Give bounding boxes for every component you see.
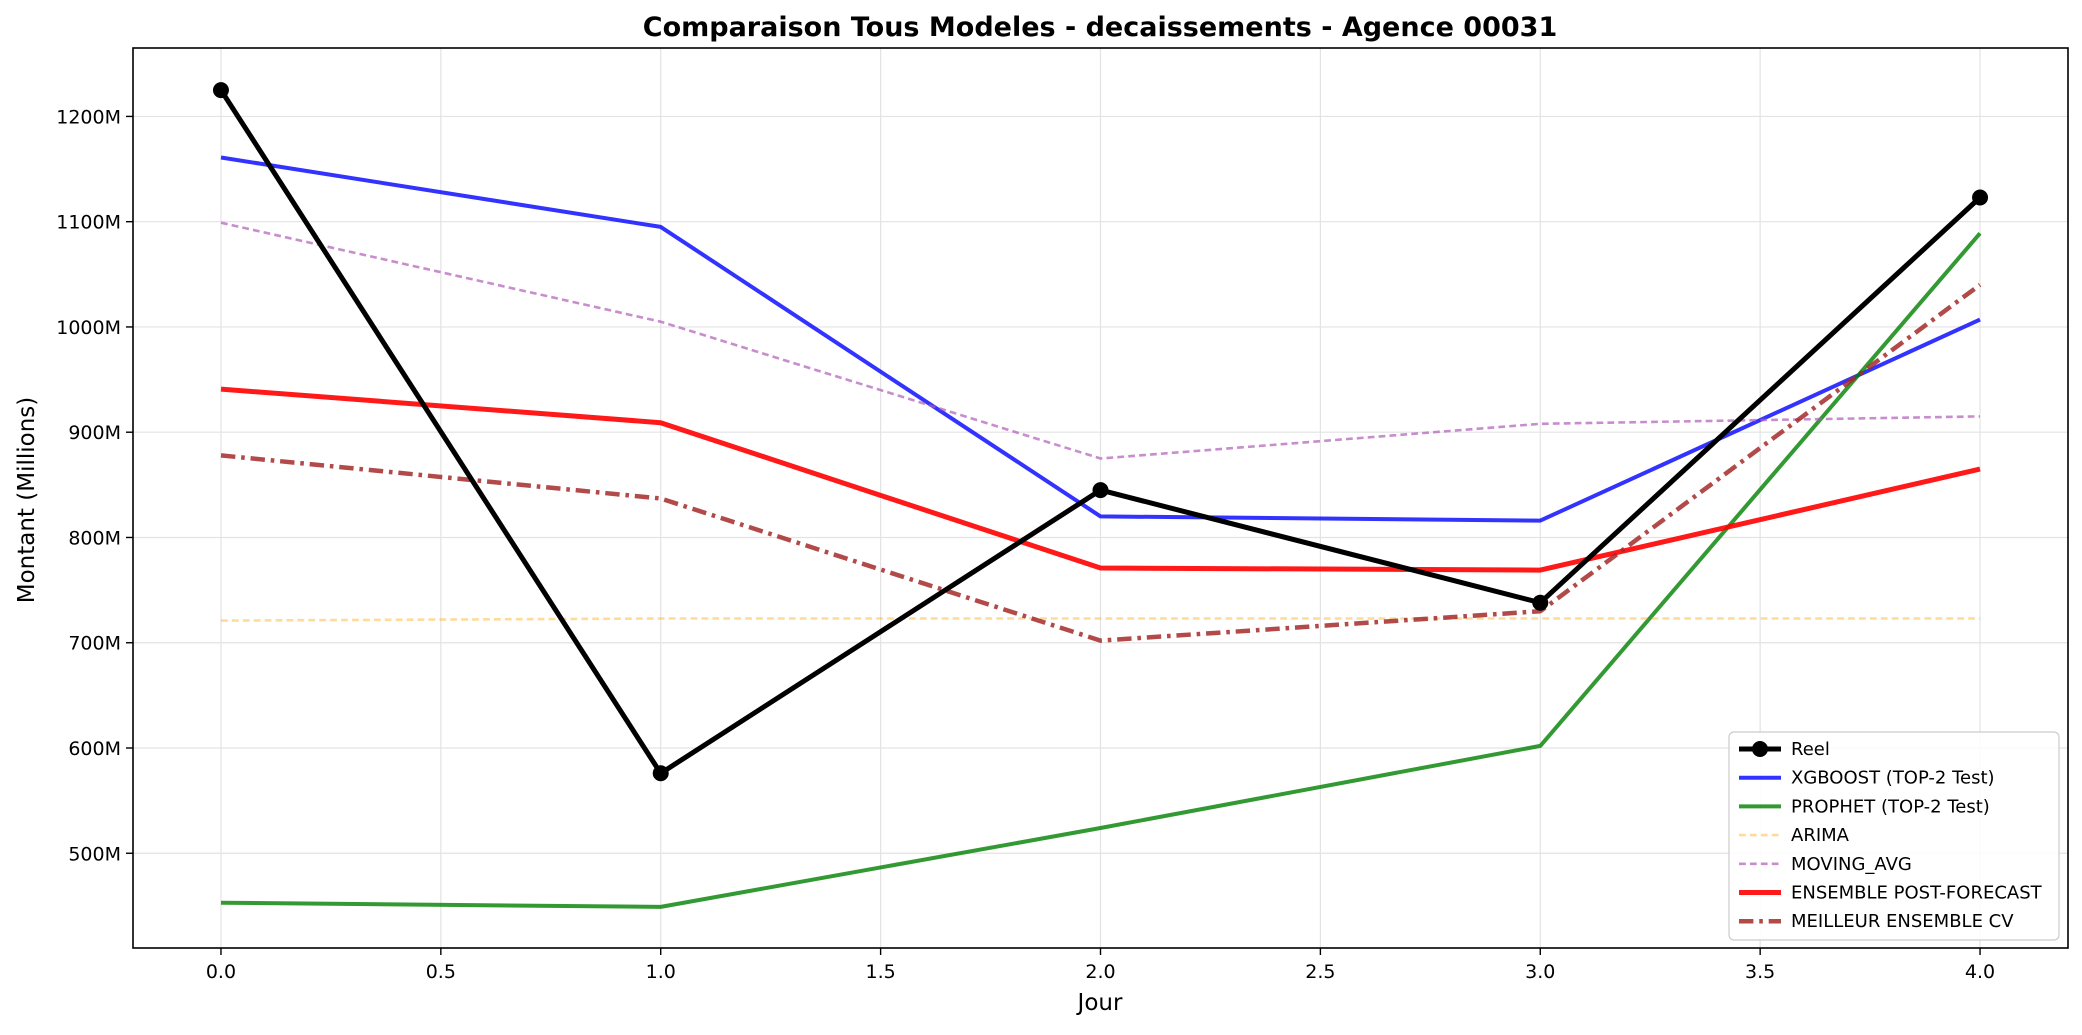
series-line	[220, 386, 1981, 573]
legend-label: PROPHET (TOP-2 Test)	[1791, 796, 1990, 817]
y-tick-label: 600M	[68, 738, 121, 760]
axes: 0.0 0.5 1.0 1.5 2.0 2.5 3.0 3.5 4.0 500M 600M 700M 8…	[56, 106, 1995, 983]
series-group	[212, 82, 1989, 909]
x-tick-label: 3.0	[1525, 961, 1555, 983]
legend-label: ARIMA	[1791, 825, 1850, 846]
data-point	[652, 765, 669, 782]
x-axis-label: Jour	[1076, 990, 1123, 1016]
series-line	[220, 155, 1981, 523]
series-line	[220, 231, 1982, 909]
legend: Reel XGBOOST (TOP-2 Test) PROPHET (TOP-2 T…	[1728, 731, 2060, 941]
x-tick-label: 4.0	[1965, 961, 1995, 983]
series-line	[220, 282, 1982, 643]
y-axis-label: Montant (Millions)	[14, 397, 40, 604]
y-tick-label: 1200M	[56, 106, 121, 128]
data-point	[1532, 594, 1549, 611]
series-line	[220, 617, 1980, 622]
y-tick-label: 700M	[68, 633, 121, 655]
y-tick-label: 1100M	[56, 212, 121, 234]
x-tick-label: 0.0	[206, 961, 236, 983]
legend-marker	[1752, 741, 1768, 757]
y-tick-label: 800M	[68, 527, 121, 549]
legend-label: XGBOOST (TOP-2 Test)	[1791, 768, 1995, 789]
data-point	[1972, 189, 1989, 206]
legend-label: Reel	[1791, 739, 1830, 760]
series-line	[220, 221, 1981, 460]
y-tick-label: 900M	[68, 422, 121, 444]
x-tick-label: 1.0	[646, 961, 676, 983]
x-tick-label: 2.0	[1085, 961, 1115, 983]
legend-label: MOVING_AVG	[1791, 854, 1912, 875]
x-tick-label: 0.5	[426, 961, 456, 983]
x-tick-label: 1.5	[866, 961, 896, 983]
legend-label: ENSEMBLE POST-FORECAST	[1791, 883, 2043, 904]
x-tick-label: 3.5	[1745, 961, 1775, 983]
data-point	[1092, 482, 1109, 499]
legend-label: MEILLEUR ENSEMBLE CV	[1791, 911, 2014, 932]
chart-title: Comparaison Tous Modeles - decaissements…	[643, 12, 1557, 43]
y-tick-label: 1000M	[56, 317, 121, 339]
x-tick-label: 2.5	[1305, 961, 1335, 983]
y-tick-label: 500M	[68, 843, 121, 865]
legend-box	[1728, 731, 2060, 941]
data-point	[212, 82, 229, 99]
